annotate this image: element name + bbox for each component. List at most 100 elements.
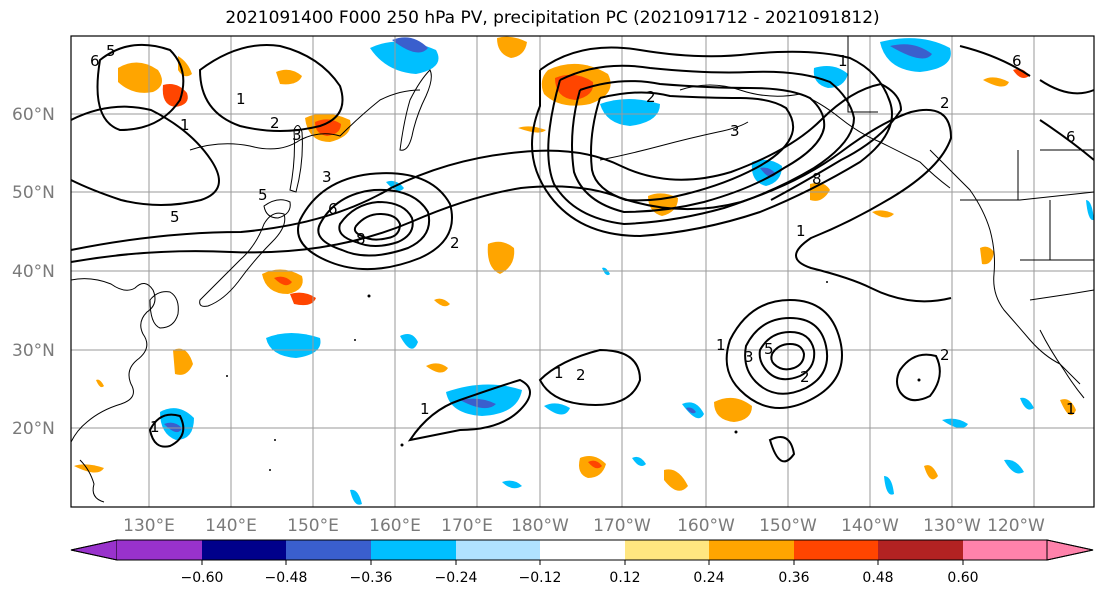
precip-patch — [1013, 68, 1029, 78]
precip-patch — [164, 422, 182, 433]
lon-label: 130°E — [123, 516, 175, 536]
colorbar-segment — [709, 540, 794, 560]
colorbar: −0.60 −0.48 −0.36 −0.24 −0.12 0.12 0.24 … — [70, 539, 1094, 586]
alaska-coastline — [679, 84, 951, 189]
lon-label: 160°E — [369, 516, 421, 536]
lon-label: 170°E — [441, 516, 493, 536]
precip-patch — [173, 348, 193, 375]
colorbar-outline — [70, 539, 1094, 561]
colorbar-ticks — [201, 560, 964, 565]
precip-patch — [872, 210, 894, 218]
pv-contour — [768, 436, 796, 463]
colorbar-label: 0.12 — [609, 570, 640, 586]
map-panel: 6 5 1 2 3 3 5 5 6 8 2 1 2 3 8 6 2 1 1 1 … — [70, 35, 1095, 508]
pv-contour — [538, 348, 642, 406]
contour-label: 1 — [420, 400, 430, 418]
pv-contour — [959, 45, 1095, 161]
precip-patch — [266, 333, 321, 358]
contour-label: 2 — [270, 114, 280, 132]
contour-label: 5 — [106, 42, 116, 60]
colorbar-label: 0.24 — [693, 570, 724, 586]
contour-label: 1 — [1066, 400, 1076, 418]
precip-negative-patches — [160, 37, 1094, 505]
precip-patch — [502, 480, 522, 489]
colorbar-label: −0.48 — [265, 570, 308, 586]
pv-contour — [896, 353, 941, 402]
korea-coastline — [149, 291, 179, 329]
lon-label: 120°W — [987, 516, 1045, 536]
pv-contour — [70, 82, 903, 251]
hokkaido-coastline — [263, 199, 291, 219]
contour-label: 6 — [1012, 52, 1022, 70]
precip-patch — [518, 126, 546, 133]
pv-contour — [590, 91, 795, 202]
pv-contours — [70, 43, 1095, 463]
contour-label: 1 — [180, 116, 190, 134]
pv-contour — [571, 80, 826, 214]
colorbar-label: 0.48 — [862, 570, 893, 586]
border-alaska-canada — [847, 36, 878, 113]
pv-contour — [770, 342, 806, 371]
contour-label: 2 — [646, 88, 656, 106]
map-border — [70, 35, 1095, 508]
pv-contour — [70, 108, 953, 303]
asia-coastline — [70, 278, 156, 443]
precip-patch — [1086, 200, 1094, 221]
pv-contour — [531, 46, 893, 238]
colorbar-segment — [456, 540, 540, 560]
precip-patch — [426, 363, 448, 373]
precip-patch — [1020, 397, 1034, 410]
kamchatka-coastline — [399, 69, 432, 151]
contour-label: 6 — [1066, 128, 1076, 146]
precip-patch — [1060, 399, 1076, 416]
lon-label: 140°W — [841, 516, 899, 536]
contour-label: 8 — [812, 170, 822, 188]
map-title: 2021091400 F000 250 hPa PV, precipitatio… — [225, 8, 880, 28]
lon-label: 150°W — [759, 516, 817, 536]
russia-coastline — [189, 89, 421, 151]
pv-contour — [338, 200, 414, 247]
precip-patch — [942, 418, 968, 429]
pacific-islands — [226, 281, 921, 471]
contour-label: 5 — [258, 186, 268, 204]
pv-contour — [297, 172, 453, 271]
na-west-coastline — [929, 149, 1081, 385]
precip-patch — [1004, 459, 1024, 474]
lon-label: 150°E — [287, 516, 339, 536]
contour-label: 3 — [322, 168, 332, 186]
precip-patch — [579, 456, 606, 478]
contour-labels: 6 5 1 2 3 3 5 5 6 8 2 1 2 3 8 6 2 1 1 1 … — [90, 42, 1076, 436]
contour-label: 6 — [90, 52, 100, 70]
precip-patch — [434, 298, 450, 307]
contour-label: 3 — [292, 126, 302, 144]
precip-patch — [884, 476, 894, 495]
contour-label: 5 — [764, 340, 774, 358]
lat-label: 20°N — [12, 419, 55, 439]
precip-patch — [460, 398, 496, 409]
pv-contour — [148, 413, 185, 448]
lon-label: 160°W — [677, 516, 735, 536]
lon-label: 130°W — [923, 516, 981, 536]
precip-patch — [555, 74, 594, 100]
contour-label: 1 — [150, 418, 160, 436]
pv-contour — [758, 330, 816, 381]
precip-patch — [118, 62, 162, 93]
precip-patch — [600, 99, 660, 126]
colorbar-label: −0.36 — [350, 570, 393, 586]
precip-patch — [276, 69, 302, 85]
precip-patch — [392, 37, 428, 53]
precip-patch — [487, 241, 515, 274]
precip-patch — [497, 36, 527, 58]
precip-patch — [813, 66, 848, 88]
lon-label: 180°W — [511, 516, 569, 536]
precip-patch — [400, 334, 418, 349]
pv-contour — [317, 188, 430, 257]
precip-patch — [632, 456, 646, 466]
precip-patch — [924, 465, 938, 480]
precip-patch — [686, 407, 696, 414]
pv-contour — [198, 44, 344, 132]
contour-label: 8 — [356, 230, 366, 248]
border-us-canada — [960, 191, 1095, 201]
lon-labels: 130°E 140°E 150°E 160°E 170°E 180°W 170°… — [123, 516, 1045, 536]
colorbar-label: −0.60 — [181, 570, 224, 586]
